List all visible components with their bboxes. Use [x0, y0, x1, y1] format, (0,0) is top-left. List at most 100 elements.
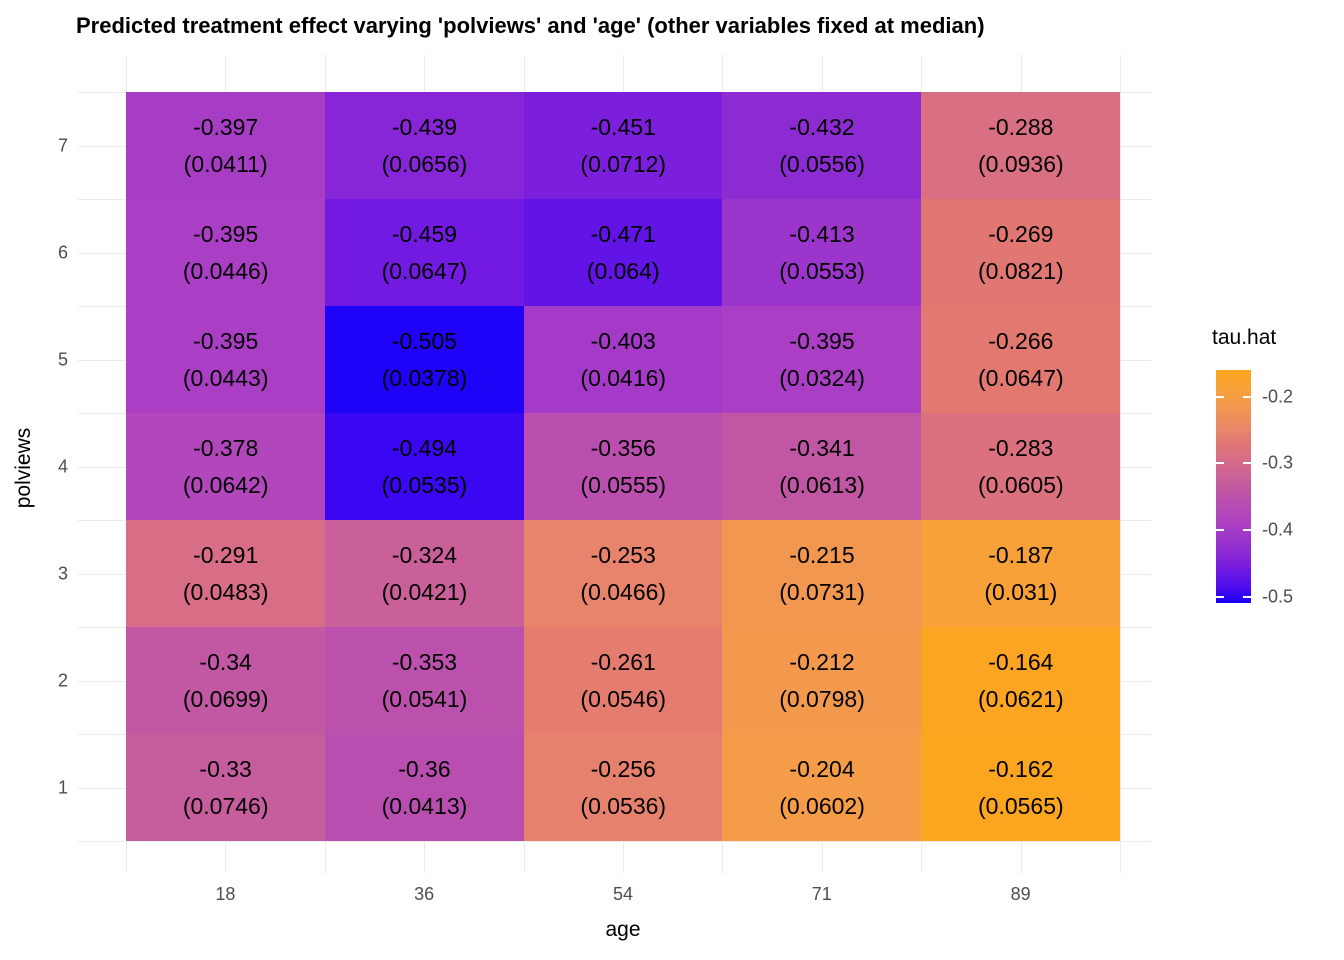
- cell-value: -0.471: [590, 220, 656, 247]
- colorbar-tick-mark: [1243, 395, 1251, 398]
- cell-value: -0.187: [988, 541, 1054, 568]
- cell-se: (0.0656): [381, 150, 468, 177]
- colorbar-tick-mark: [1216, 462, 1224, 465]
- cell-se: (0.0647): [381, 257, 468, 284]
- heatmap-cell: -0.288 (0.0936): [921, 92, 1121, 199]
- cell-value: -0.395: [193, 327, 259, 354]
- heatmap-cell: -0.283 (0.0605): [921, 413, 1121, 520]
- cell-value: -0.256: [590, 755, 656, 782]
- cell-se: (0.0324): [779, 364, 865, 391]
- cell-value: -0.288: [988, 113, 1054, 140]
- cell-value: -0.432: [789, 113, 855, 140]
- cell-value: -0.33: [199, 755, 252, 782]
- x-tick-label: 54: [612, 884, 634, 904]
- y-tick-label: 7: [57, 135, 68, 155]
- heatmap-cell: -0.395 (0.0443): [126, 306, 326, 413]
- cell-value: -0.341: [789, 434, 855, 461]
- cell-value: -0.212: [789, 648, 855, 675]
- cell-value: -0.494: [391, 434, 458, 461]
- heatmap-cell: -0.215 (0.0731): [722, 520, 922, 627]
- heatmap-cell: -0.164 (0.0621): [921, 627, 1121, 734]
- cell-value: -0.266: [988, 327, 1054, 354]
- colorbar-tick-label: -0.2: [1262, 386, 1294, 407]
- colorbar-tick-mark: [1243, 462, 1251, 465]
- cell-se: (0.0821): [978, 257, 1064, 284]
- colorbar-tick-mark: [1243, 529, 1251, 532]
- colorbar-tick-mark: [1216, 529, 1224, 532]
- heatmap-cell: -0.212 (0.0798): [722, 627, 922, 734]
- y-tick-label: 4: [57, 456, 68, 476]
- heatmap-cell: -0.378 (0.0642): [126, 413, 326, 520]
- cell-se: (0.0416): [580, 364, 667, 391]
- cell-se: (0.0546): [580, 685, 667, 712]
- cell-value: -0.439: [391, 113, 458, 140]
- cell-se: (0.031): [984, 578, 1058, 605]
- cell-se: (0.0613): [779, 471, 865, 498]
- y-tick-label: 1: [57, 777, 68, 797]
- cell-se: (0.0647): [978, 364, 1064, 391]
- cell-value: -0.353: [391, 648, 458, 675]
- cell-value: -0.356: [590, 434, 656, 461]
- cell-se: (0.0535): [381, 471, 468, 498]
- cell-se: (0.0936): [978, 150, 1064, 177]
- heatmap-cell: -0.204 (0.0602): [722, 734, 922, 841]
- cell-se: (0.0553): [779, 257, 865, 284]
- cell-se: (0.0421): [381, 578, 468, 605]
- heatmap-cell: -0.471 (0.064): [523, 199, 723, 306]
- heatmap-cell: -0.395 (0.0324): [722, 306, 922, 413]
- cell-value: -0.505: [391, 327, 458, 354]
- y-tick-label: 2: [57, 670, 68, 690]
- heatmap-cell: -0.403 (0.0416): [523, 306, 723, 413]
- cell-value: -0.413: [789, 220, 855, 247]
- heatmap-cell: -0.36 (0.0413): [324, 734, 525, 841]
- cell-se: (0.0446): [182, 257, 269, 284]
- y-tick-label: 6: [57, 242, 68, 262]
- cell-value: -0.269: [988, 220, 1054, 247]
- cell-se: (0.0605): [978, 471, 1064, 498]
- y-tick-label: 3: [57, 563, 68, 583]
- cell-se: (0.0556): [779, 150, 865, 177]
- heatmap-cell: -0.356 (0.0555): [523, 413, 723, 520]
- heatmap-cell: -0.253 (0.0466): [523, 520, 723, 627]
- x-tick-label: 71: [811, 884, 832, 904]
- cell-se: (0.0466): [580, 578, 667, 605]
- cell-se: (0.0411): [183, 150, 268, 177]
- cell-value: -0.36: [398, 755, 451, 782]
- horizontal-gridline: [78, 841, 1151, 842]
- cell-value: -0.215: [789, 541, 855, 568]
- x-tick-label: 89: [1010, 884, 1031, 904]
- cell-value: -0.283: [988, 434, 1054, 461]
- cell-se: (0.0541): [381, 685, 468, 712]
- vertical-gridline: [1120, 55, 1121, 873]
- cell-value: -0.378: [193, 434, 259, 461]
- cell-value: -0.451: [590, 113, 656, 140]
- colorbar-tick-mark: [1216, 395, 1224, 398]
- heatmap-cell: -0.505 (0.0378): [324, 306, 525, 413]
- heatmap-cell: -0.439 (0.0656): [324, 92, 525, 199]
- heatmap-cell: -0.395 (0.0446): [126, 199, 326, 306]
- cell-value: -0.291: [193, 541, 259, 568]
- cell-value: -0.403: [590, 327, 656, 354]
- cell-value: -0.397: [193, 113, 259, 140]
- cell-value: -0.395: [193, 220, 259, 247]
- colorbar-tick-mark: [1216, 595, 1224, 598]
- colorbar-tick-label: -0.3: [1262, 452, 1294, 473]
- cell-se: (0.0798): [779, 685, 865, 712]
- heatmap-cell: -0.261 (0.0546): [523, 627, 723, 734]
- heatmap-cell: -0.451 (0.0712): [523, 92, 723, 199]
- cell-se: (0.0621): [978, 685, 1064, 712]
- cell-value: -0.162: [988, 755, 1054, 782]
- colorbar-tick-label: -0.4: [1262, 519, 1294, 540]
- x-axis-title: age: [605, 918, 641, 941]
- heatmap-cell: -0.341 (0.0613): [722, 413, 922, 520]
- cell-se: (0.0536): [580, 792, 667, 819]
- heatmap-cell: -0.162 (0.0565): [921, 734, 1121, 841]
- cell-se: (0.0413): [381, 792, 468, 819]
- colorbar-legend: tau.hat -0.2 -0.3 -0.4 -0.5: [1210, 326, 1293, 606]
- cell-value: -0.253: [590, 541, 656, 568]
- heatmap-cell: -0.494 (0.0535): [324, 413, 525, 520]
- heatmap-cell: -0.324 (0.0421): [324, 520, 525, 627]
- heatmap-cell: -0.291 (0.0483): [126, 520, 326, 627]
- x-tick-label: 36: [414, 884, 435, 904]
- heatmap-cell: -0.432 (0.0556): [722, 92, 922, 199]
